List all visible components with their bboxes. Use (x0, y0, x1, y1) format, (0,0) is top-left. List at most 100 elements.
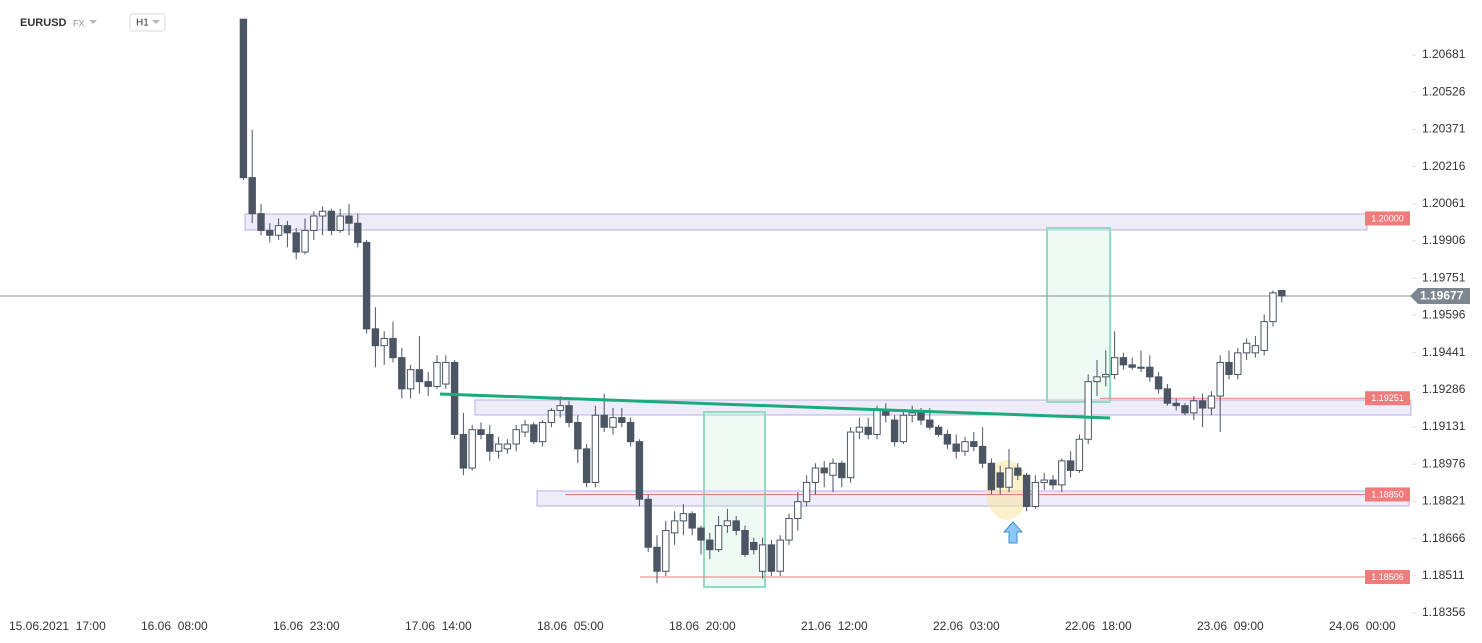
y-tick-label: 1.18511 (1422, 568, 1465, 582)
candle-body (970, 441, 978, 447)
candle-body (398, 357, 406, 390)
candle-body (890, 419, 899, 443)
candle-body (310, 215, 318, 231)
candle-body (1207, 395, 1216, 409)
candle-body (318, 210, 327, 217)
candle-body (873, 409, 881, 435)
candle-body (450, 361, 459, 435)
y-tick-label: 1.19751 (1422, 270, 1466, 284)
y-tick-label: 1.18976 (1422, 456, 1466, 470)
interval-button[interactable] (129, 13, 166, 32)
candle-body (556, 405, 564, 411)
candle-body (1040, 479, 1048, 483)
level-tag (1365, 211, 1410, 226)
candle-body (442, 361, 450, 385)
y-tick-label: 1.20526 (1422, 84, 1466, 98)
target-box (1046, 227, 1111, 403)
candle-body (829, 462, 837, 476)
candle-body (1049, 479, 1057, 486)
candle-body (820, 467, 828, 474)
candle-body (943, 433, 952, 445)
candle-body (415, 369, 424, 383)
candle-body (846, 431, 855, 479)
y-tick-label: 1.20681 (1422, 47, 1466, 61)
candle-body (565, 405, 573, 423)
candle-body (688, 513, 696, 529)
candle-body (521, 424, 529, 433)
x-tick-label: 18.06 20:00 (669, 619, 736, 633)
candle-body (767, 544, 776, 572)
candle-body (609, 417, 617, 428)
level-label: 1.19251 (1371, 393, 1404, 403)
candle-body (776, 539, 784, 572)
candle-body (785, 517, 793, 541)
candle-body (635, 441, 644, 500)
interval-dropdown[interactable] (152, 20, 160, 24)
x-tick-label: 21.06 12:00 (801, 619, 868, 633)
candle-body (354, 222, 362, 243)
candle-body (934, 426, 943, 435)
candle-body (371, 328, 380, 347)
candle-body (838, 462, 846, 479)
interval[interactable]: H1 (136, 18, 149, 29)
candle-body (978, 445, 987, 464)
symbol-dropdown[interactable] (89, 20, 97, 24)
candle-body (433, 361, 441, 387)
current-price-tag (1410, 287, 1470, 304)
y-tick-label: 1.18666 (1422, 531, 1466, 545)
candle-body (389, 337, 397, 359)
candle-body (1146, 366, 1154, 378)
candle-body (1278, 289, 1286, 297)
candle-body (1084, 381, 1092, 440)
candle-body (1181, 405, 1189, 414)
candle-body (424, 381, 432, 387)
zone (536, 490, 1410, 507)
candle-body (600, 414, 608, 428)
candle-body (714, 525, 723, 551)
level-label: 1.20000 (1371, 213, 1404, 223)
candle-body (662, 529, 670, 572)
candle-body (283, 225, 292, 234)
level-tag (1365, 570, 1410, 585)
y-tick-label: 1.19441 (1422, 345, 1466, 359)
candle-body (750, 541, 758, 551)
zone (244, 213, 1368, 231)
candle-body (503, 443, 512, 450)
y-tick-label: 1.20216 (1422, 159, 1466, 173)
candle-body (1269, 292, 1277, 323)
market: FX (73, 18, 85, 28)
y-tick-label: 1.18821 (1422, 494, 1466, 508)
candle-body (1058, 460, 1066, 486)
candle-body (582, 448, 591, 483)
x-tick-label: 16.06 23:00 (273, 619, 340, 633)
candle-body (574, 421, 582, 450)
candle-body (1066, 460, 1075, 471)
candle-body (1242, 342, 1251, 354)
candle-body (538, 421, 547, 443)
candle-body (512, 429, 520, 445)
candle-body (468, 429, 476, 469)
y-tick-label: 1.20371 (1422, 122, 1466, 136)
candle-body (855, 426, 864, 433)
candle-body (477, 429, 485, 435)
y-tick-label: 1.18356 (1422, 605, 1466, 619)
candle-body (494, 443, 503, 452)
candle-body (723, 520, 732, 527)
candle-body (1005, 467, 1013, 488)
y-tick-label: 1.20061 (1422, 196, 1466, 210)
candle-body (248, 177, 256, 215)
x-tick-label: 18.06 05:00 (537, 619, 604, 633)
trendline (439, 392, 1111, 420)
candle-body (1075, 438, 1084, 471)
arrow-up (1002, 521, 1024, 544)
candle-body (1014, 467, 1022, 476)
symbol[interactable]: EURUSD (20, 17, 67, 29)
candle-body (987, 462, 996, 491)
candle-body (1190, 400, 1198, 414)
candle-body (547, 409, 556, 423)
current-price-label: 1.19677 (1420, 289, 1464, 303)
candle-body (406, 369, 415, 390)
y-tick-label: 1.19906 (1422, 233, 1466, 247)
level-tag (1365, 487, 1410, 502)
level-label: 1.18506 (1371, 572, 1404, 582)
